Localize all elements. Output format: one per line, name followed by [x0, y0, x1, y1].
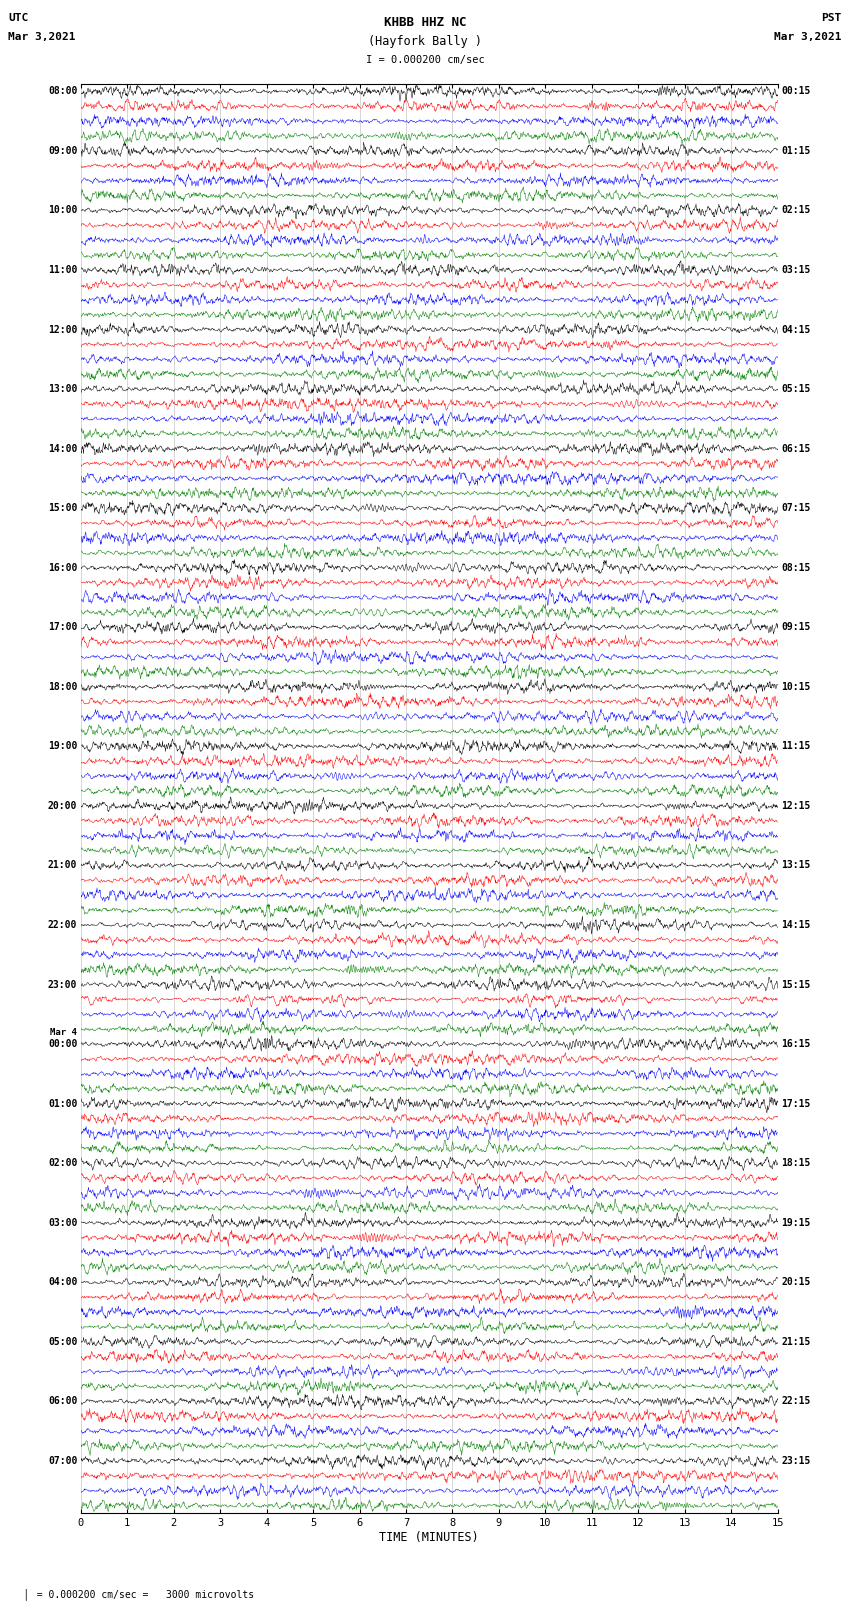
Text: 10:00: 10:00 — [48, 205, 77, 216]
Text: KHBB HHZ NC: KHBB HHZ NC — [383, 16, 467, 29]
Text: I = 0.000200 cm/sec: I = 0.000200 cm/sec — [366, 55, 484, 65]
Text: ▏ = 0.000200 cm/sec =   3000 microvolts: ▏ = 0.000200 cm/sec = 3000 microvolts — [26, 1589, 255, 1600]
Text: 02:15: 02:15 — [781, 205, 811, 216]
Text: 22:00: 22:00 — [48, 919, 77, 931]
Text: Mar 3,2021: Mar 3,2021 — [774, 32, 842, 42]
Text: 17:00: 17:00 — [48, 623, 77, 632]
Text: 15:00: 15:00 — [48, 503, 77, 513]
Text: 02:00: 02:00 — [48, 1158, 77, 1168]
Text: Mar 3,2021: Mar 3,2021 — [8, 32, 76, 42]
Text: 09:00: 09:00 — [48, 145, 77, 156]
Text: 13:15: 13:15 — [781, 860, 811, 871]
Text: 00:15: 00:15 — [781, 87, 811, 97]
Text: 06:15: 06:15 — [781, 444, 811, 453]
Text: 13:00: 13:00 — [48, 384, 77, 394]
Text: 16:15: 16:15 — [781, 1039, 811, 1048]
Text: UTC: UTC — [8, 13, 29, 23]
Text: 10:15: 10:15 — [781, 682, 811, 692]
Text: 20:15: 20:15 — [781, 1277, 811, 1287]
Text: (Hayfork Bally ): (Hayfork Bally ) — [368, 35, 482, 48]
Text: 14:15: 14:15 — [781, 919, 811, 931]
Text: 06:00: 06:00 — [48, 1397, 77, 1407]
Text: 12:15: 12:15 — [781, 802, 811, 811]
Text: 03:00: 03:00 — [48, 1218, 77, 1227]
Text: 11:15: 11:15 — [781, 742, 811, 752]
Text: 09:15: 09:15 — [781, 623, 811, 632]
Text: 19:15: 19:15 — [781, 1218, 811, 1227]
Text: 20:00: 20:00 — [48, 802, 77, 811]
Text: 15:15: 15:15 — [781, 979, 811, 989]
Text: 05:15: 05:15 — [781, 384, 811, 394]
Text: 01:15: 01:15 — [781, 145, 811, 156]
Text: 21:15: 21:15 — [781, 1337, 811, 1347]
Text: Mar 4: Mar 4 — [50, 1027, 77, 1037]
Text: 05:00: 05:00 — [48, 1337, 77, 1347]
Text: 12:00: 12:00 — [48, 324, 77, 334]
Text: 04:15: 04:15 — [781, 324, 811, 334]
Text: 00:00: 00:00 — [48, 1039, 77, 1048]
Text: 18:00: 18:00 — [48, 682, 77, 692]
X-axis label: TIME (MINUTES): TIME (MINUTES) — [379, 1531, 479, 1544]
Text: 22:15: 22:15 — [781, 1397, 811, 1407]
Text: 04:00: 04:00 — [48, 1277, 77, 1287]
Text: 08:00: 08:00 — [48, 87, 77, 97]
Text: 01:00: 01:00 — [48, 1098, 77, 1108]
Text: 08:15: 08:15 — [781, 563, 811, 573]
Text: 07:15: 07:15 — [781, 503, 811, 513]
Text: 16:00: 16:00 — [48, 563, 77, 573]
Text: PST: PST — [821, 13, 842, 23]
Text: 11:00: 11:00 — [48, 265, 77, 274]
Text: 07:00: 07:00 — [48, 1457, 77, 1466]
Text: 17:15: 17:15 — [781, 1098, 811, 1108]
Text: 19:00: 19:00 — [48, 742, 77, 752]
Text: 23:15: 23:15 — [781, 1457, 811, 1466]
Text: 21:00: 21:00 — [48, 860, 77, 871]
Text: 03:15: 03:15 — [781, 265, 811, 274]
Text: 14:00: 14:00 — [48, 444, 77, 453]
Text: 18:15: 18:15 — [781, 1158, 811, 1168]
Text: 23:00: 23:00 — [48, 979, 77, 989]
